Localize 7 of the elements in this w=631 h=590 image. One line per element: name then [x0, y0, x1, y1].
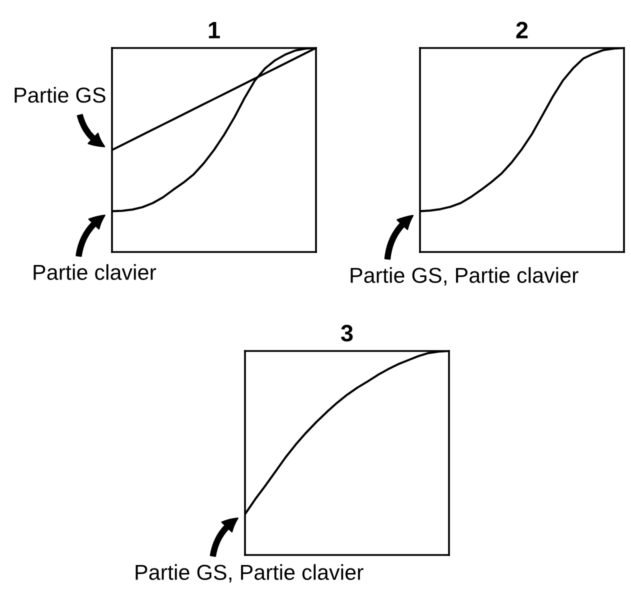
chart-title: 2: [516, 22, 528, 38]
chart-title: 3: [340, 324, 353, 342]
legend-label: Partie GS, Partie clavier: [350, 267, 578, 286]
annotation: Partie GS, Partie clavier: [136, 564, 364, 583]
text: Partie GS: [14, 86, 106, 103]
chart-title: 1: [208, 22, 220, 38]
legend-label: Partie clavier: [34, 264, 156, 280]
